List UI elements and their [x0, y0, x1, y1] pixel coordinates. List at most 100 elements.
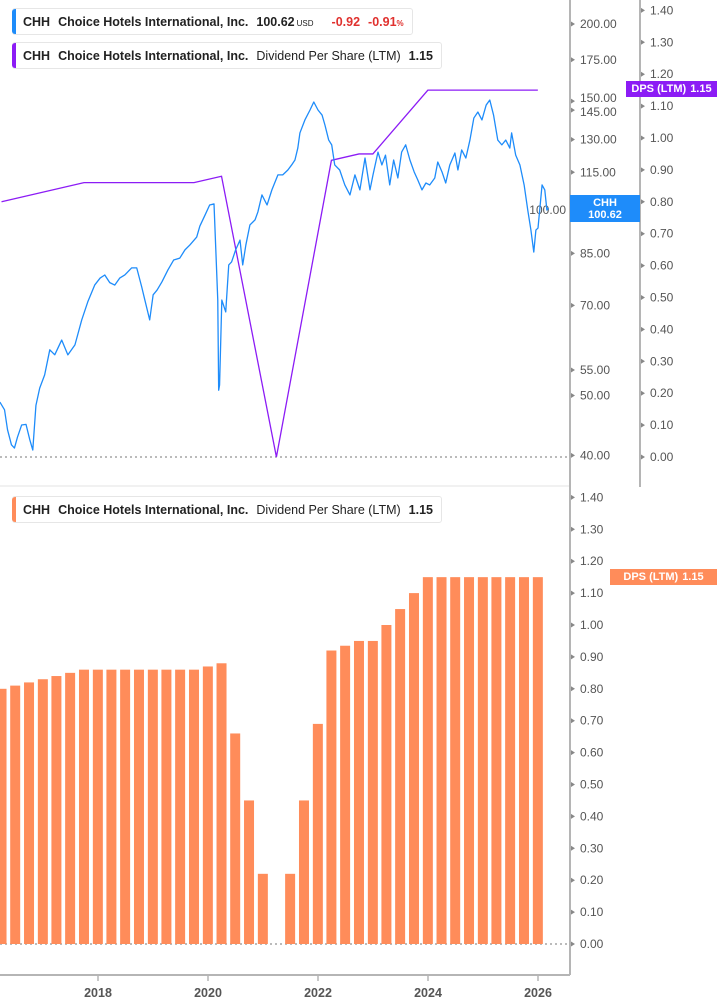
dps-tag-label: DPS (LTM) [623, 570, 679, 583]
dps-bar-axis-tick [571, 718, 575, 724]
legend-metric: Dividend Per Share (LTM) [256, 502, 401, 517]
dps-bar [65, 672, 76, 944]
dps-bar [10, 685, 21, 944]
dps-bar-axis-tick [571, 590, 575, 596]
legend-color-swatch [12, 43, 16, 68]
x-axis-label: 2020 [194, 986, 222, 1000]
dps-axis-label: 0.90 [650, 163, 674, 177]
x-axis-label: 2022 [304, 986, 332, 1000]
price-axis-label: 50.00 [580, 389, 610, 403]
dps-axis-label: 0.60 [650, 259, 674, 273]
dps-bar [408, 593, 419, 944]
legend-change-pct-number: -0.91 [368, 14, 397, 29]
legend-currency: USD [296, 18, 314, 28]
dps-bar [422, 577, 433, 944]
dps-tag-label: DPS (LTM) [631, 82, 687, 95]
price-tag: CHH 100.62 [570, 195, 640, 222]
dps-axis-tick [641, 7, 645, 13]
price-line [0, 99, 550, 451]
dps-bar-axis-tick [571, 909, 575, 915]
dps-bar [340, 645, 351, 944]
dps-bar [518, 577, 529, 944]
dps-bar-axis-label: 0.40 [580, 809, 604, 823]
dps-bar-axis-tick [571, 558, 575, 564]
dps-bar-axis-tick [571, 782, 575, 787]
dps-bar [0, 688, 7, 944]
dps-bar [367, 640, 378, 944]
dps-tag-value: 1.15 [682, 570, 704, 583]
dps-axis-tick [641, 390, 645, 396]
legend-company: Choice Hotels International, Inc. [58, 14, 249, 29]
dps-line-tag: DPS (LTM) 1.15 [626, 81, 717, 97]
legend-change-pct: -0.91% [368, 15, 404, 29]
price-axis-label: 40.00 [580, 448, 610, 462]
price-tag-value: 100.62 [588, 208, 622, 221]
legend-ticker: CHH [23, 14, 51, 29]
dps-axis-tick [641, 454, 645, 460]
dps-bar [395, 609, 406, 944]
dps-bar [230, 733, 241, 944]
dps-bar [24, 682, 35, 944]
legend-price[interactable]: CHH Choice Hotels International, Inc. 10… [12, 8, 413, 35]
dps-axis-label: 0.70 [650, 227, 674, 241]
price-axis-tick [571, 57, 575, 63]
legend-pct-sign: % [396, 18, 404, 28]
dps-bar [436, 577, 447, 944]
legend-company: Choice Hotels International, Inc. [58, 502, 249, 517]
x-axis-label: 2024 [414, 986, 442, 1000]
dps-axis-tick [641, 103, 645, 109]
price-axis-tick [571, 136, 575, 142]
dps-bar [257, 873, 268, 944]
dps-axis-tick [641, 422, 645, 428]
dps-bar [202, 666, 213, 944]
price-tag-ticker: CHH [593, 196, 617, 209]
x-axis-label: 2026 [524, 986, 552, 1000]
legend-price-number: 100.62 [256, 14, 295, 29]
dps-bar [353, 640, 364, 944]
dps-axis-label: 0.50 [650, 291, 674, 305]
legend-value: 1.15 [408, 502, 434, 517]
legend-dps-line[interactable]: CHH Choice Hotels International, Inc. Di… [12, 42, 443, 69]
dps-axis-tick [641, 263, 645, 269]
dps-axis-label: 1.00 [650, 131, 674, 145]
price-axis-tick [571, 21, 575, 27]
price-axis-label: 55.00 [580, 363, 610, 377]
dps-bar [244, 800, 255, 944]
legend-change: -0.92 [331, 14, 361, 29]
legend-color-swatch [12, 497, 16, 522]
dps-bar-axis-label: 0.70 [580, 714, 604, 728]
price-axis-tick [571, 169, 575, 175]
dps-bar [532, 577, 543, 944]
dps-bar [106, 669, 117, 944]
price-axis-tick [571, 393, 575, 399]
dps-bar-axis-tick [571, 526, 575, 532]
dps-bar [298, 800, 309, 944]
dps-bar-axis-label: 0.50 [580, 778, 604, 792]
dps-bar-axis-tick [571, 845, 575, 851]
price-axis-label: 150.00 [580, 91, 617, 105]
dps-bar [477, 577, 488, 944]
dps-axis-tick [641, 39, 645, 45]
dps-bar-axis-label: 0.10 [580, 905, 604, 919]
dps-bar-axis-label: 0.20 [580, 873, 604, 887]
dps-bar [326, 650, 337, 944]
dps-bar [161, 669, 172, 944]
legend-ticker: CHH [23, 502, 51, 517]
dps-axis-tick [641, 167, 645, 173]
legend-value: 1.15 [408, 48, 434, 63]
dps-bar [450, 577, 461, 944]
dps-bar-tag: DPS (LTM) 1.15 [610, 569, 717, 585]
dps-tag-value: 1.15 [690, 82, 712, 95]
dps-bar [147, 669, 158, 944]
dps-bar-axis-label: 1.10 [580, 586, 604, 600]
dps-axis-label: 1.30 [650, 35, 674, 49]
dps-axis-label: 0.20 [650, 386, 674, 400]
dps-bar-axis-tick [571, 813, 575, 819]
price-axis-label: 145.00 [580, 105, 617, 119]
legend-dps-bar[interactable]: CHH Choice Hotels International, Inc. Di… [12, 496, 443, 523]
dps-bar [120, 669, 131, 944]
dps-bar [78, 669, 89, 944]
dps-bar-axis-label: 0.90 [580, 650, 604, 664]
dps-axis-label: 0.80 [650, 195, 674, 209]
dps-axis-label: 1.10 [650, 99, 674, 113]
